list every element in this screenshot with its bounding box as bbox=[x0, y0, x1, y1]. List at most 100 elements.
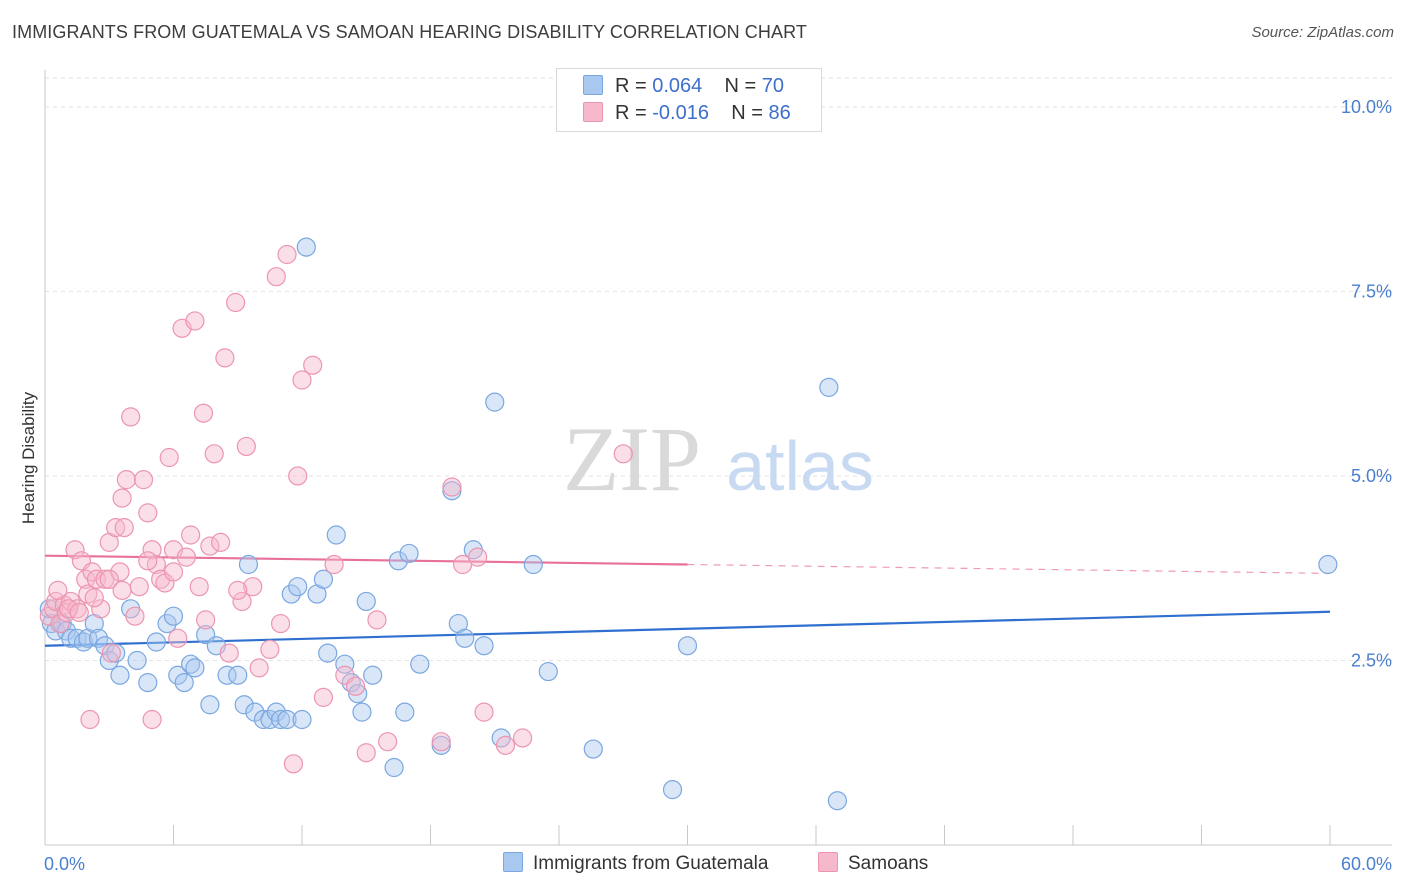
point-samoans bbox=[292, 370, 312, 390]
point-samoans bbox=[84, 588, 104, 608]
tick-labels: 2.5% 5.0% 7.5% 10.0% 0.0% 60.0% bbox=[44, 97, 1392, 874]
point-guatemala bbox=[127, 650, 147, 671]
point-guatemala bbox=[399, 543, 419, 564]
watermark-atlas: atlas bbox=[726, 427, 874, 505]
point-guatemala bbox=[326, 525, 346, 545]
legend-r-value: 0.064 bbox=[652, 75, 703, 97]
point-guatemala bbox=[313, 569, 334, 589]
y-tick-label: 7.5% bbox=[1351, 281, 1392, 301]
legend-swatch-samoans bbox=[583, 102, 603, 122]
point-samoans bbox=[138, 503, 158, 523]
point-samoans bbox=[65, 540, 85, 560]
correlation-legend: R = 0.064 N = 70 R = -0.016 N = 86 bbox=[556, 68, 822, 132]
point-samoans bbox=[133, 470, 154, 490]
x-tick-label: 60.0% bbox=[1341, 854, 1392, 874]
point-samoans bbox=[468, 547, 488, 567]
point-guatemala bbox=[270, 709, 291, 730]
bottom-legend-label-samoans: Samoans bbox=[848, 853, 929, 874]
point-guatemala bbox=[99, 650, 119, 671]
legend-row-samoans: R = -0.016 N = 86 bbox=[583, 102, 791, 126]
point-guatemala bbox=[288, 577, 308, 597]
point-samoans bbox=[114, 518, 134, 538]
point-samoans bbox=[163, 562, 184, 582]
point-samoans bbox=[211, 532, 231, 552]
point-samoans bbox=[512, 728, 533, 748]
point-samoans bbox=[69, 602, 89, 623]
point-samoans bbox=[168, 628, 188, 648]
point-samoans bbox=[367, 610, 387, 630]
point-guatemala bbox=[662, 780, 683, 800]
data-points bbox=[39, 237, 1338, 811]
point-guatemala bbox=[485, 392, 505, 412]
point-samoans bbox=[495, 735, 516, 755]
legend-swatch-guatemala bbox=[583, 75, 603, 95]
legend-n-value: 70 bbox=[761, 75, 785, 97]
point-samoans bbox=[121, 407, 141, 427]
point-samoans bbox=[303, 355, 323, 375]
legend-n-value: 86 bbox=[768, 102, 791, 124]
point-guatemala bbox=[292, 709, 312, 730]
point-samoans bbox=[142, 709, 162, 730]
point-guatemala bbox=[677, 636, 698, 656]
point-guatemala bbox=[348, 684, 368, 704]
point-samoans bbox=[613, 444, 633, 464]
point-guatemala bbox=[356, 591, 376, 612]
point-guatemala bbox=[110, 665, 130, 685]
point-guatemala bbox=[157, 613, 177, 634]
point-samoans bbox=[243, 577, 263, 597]
point-samoans bbox=[288, 466, 308, 486]
point-samoans bbox=[99, 569, 119, 589]
point-guatemala bbox=[88, 628, 109, 648]
point-guatemala bbox=[296, 237, 316, 257]
watermark: ZIP atlas bbox=[563, 408, 874, 510]
point-guatemala bbox=[388, 551, 408, 571]
y-tick-label: 10.0% bbox=[1341, 97, 1392, 117]
point-samoans bbox=[48, 580, 68, 600]
point-samoans bbox=[249, 658, 269, 678]
point-guatemala bbox=[200, 695, 220, 715]
point-samoans bbox=[76, 569, 96, 589]
x-tick-label: 0.0% bbox=[44, 854, 85, 874]
point-guatemala bbox=[106, 643, 126, 663]
point-guatemala bbox=[146, 632, 166, 652]
chart-source: Source: ZipAtlas.com bbox=[1251, 24, 1394, 41]
point-guatemala bbox=[384, 757, 404, 778]
legend-r-value: -0.016 bbox=[652, 102, 709, 124]
legend-n-label: N = bbox=[731, 102, 769, 124]
point-guatemala bbox=[95, 636, 115, 656]
point-samoans bbox=[215, 348, 235, 368]
point-samoans bbox=[228, 580, 248, 600]
legend-row-guatemala: R = 0.064 N = 70 bbox=[583, 75, 784, 99]
point-guatemala bbox=[352, 702, 372, 722]
point-samoans bbox=[431, 732, 451, 752]
point-samoans bbox=[142, 540, 162, 560]
point-samoans bbox=[219, 643, 239, 663]
point-samoans bbox=[110, 562, 130, 582]
point-guatemala bbox=[474, 636, 494, 656]
point-guatemala bbox=[185, 658, 205, 678]
point-guatemala bbox=[318, 643, 338, 663]
point-samoans bbox=[236, 436, 256, 457]
point-samoans bbox=[58, 599, 79, 619]
point-guatemala bbox=[217, 665, 237, 685]
point-samoans bbox=[324, 554, 344, 575]
y-tick-label: 5.0% bbox=[1351, 466, 1392, 486]
trend-line-guatemala bbox=[44, 610, 1331, 647]
point-samoans bbox=[125, 606, 145, 626]
point-guatemala bbox=[281, 584, 301, 604]
point-guatemala bbox=[174, 673, 194, 693]
legend-r-label: R = bbox=[615, 75, 653, 97]
point-samoans bbox=[159, 447, 179, 468]
point-samoans bbox=[50, 613, 70, 634]
point-samoans bbox=[277, 244, 297, 265]
point-samoans bbox=[313, 687, 334, 707]
legend-r-label: R = bbox=[615, 102, 653, 124]
legend-n-label: N = bbox=[724, 75, 762, 97]
point-samoans bbox=[270, 613, 291, 634]
point-samoans bbox=[442, 477, 462, 497]
point-samoans bbox=[112, 488, 132, 508]
axes bbox=[44, 70, 1392, 846]
point-guatemala bbox=[523, 554, 543, 575]
point-guatemala bbox=[163, 606, 184, 626]
